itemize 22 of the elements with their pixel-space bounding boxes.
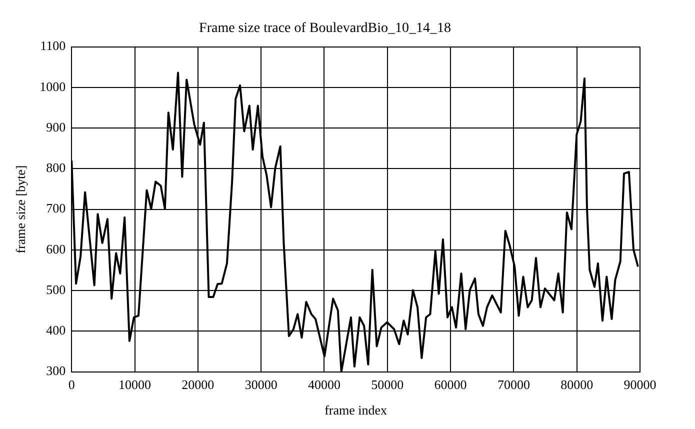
x-axis-title: frame index: [324, 402, 388, 418]
x-tick-label: 60000: [434, 377, 467, 392]
y-tick-label: 800: [46, 160, 66, 176]
y-tick-label: 1000: [40, 78, 66, 94]
x-tick-label: 70000: [497, 377, 530, 392]
x-tick-label: 0: [68, 377, 75, 392]
chart-title: Frame size trace of BoulevardBio_10_14_18: [199, 21, 451, 36]
x-tick-label: 30000: [244, 377, 278, 392]
y-tick-label: 300: [46, 363, 66, 378]
y-axis-title: frame size [byte]: [13, 165, 28, 254]
y-tick-label: 700: [46, 200, 66, 216]
x-tick-label: 80000: [560, 377, 594, 392]
y-tick-label: 500: [46, 282, 66, 297]
x-tick-label: 10000: [118, 377, 152, 392]
x-tick-label: 20000: [182, 377, 214, 392]
x-tick-label: 50000: [371, 377, 404, 392]
x-tick-label: 90000: [624, 377, 656, 392]
y-tick-label: 400: [46, 322, 66, 338]
y-tick-label: 600: [46, 241, 66, 256]
x-tick-label: 40000: [308, 377, 340, 392]
y-tick-label: 900: [46, 119, 66, 134]
y-tick-label: 1100: [40, 38, 66, 54]
